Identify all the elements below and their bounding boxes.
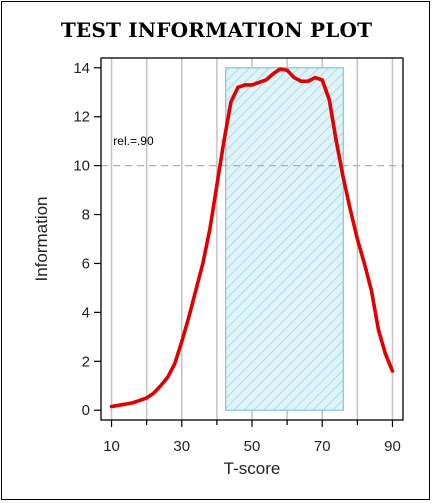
x-tick-label-70: 70 <box>314 438 331 455</box>
x-tick-label-50: 50 <box>244 438 261 455</box>
x-tick-label-30: 30 <box>173 438 190 455</box>
y-axis-label: Information <box>32 196 51 281</box>
y-tick-label-4: 4 <box>82 304 90 321</box>
reference-line-label: rel.=.90 <box>113 134 154 148</box>
y-tick-label-2: 2 <box>82 353 90 370</box>
x-axis-label: T-score <box>224 459 281 478</box>
y-tick-label-10: 10 <box>73 158 90 175</box>
y-tick-label-6: 6 <box>82 255 90 272</box>
y-tick-label-14: 14 <box>73 60 90 77</box>
series-line-0 <box>109 67 395 409</box>
y-tick-label-0: 0 <box>82 402 90 419</box>
y-tick-label-8: 8 <box>82 207 90 224</box>
reliability-region <box>225 67 344 411</box>
x-tick-label-90: 90 <box>384 438 401 455</box>
chart-title: TEST INFORMATION PLOT <box>60 18 373 42</box>
x-tick-label-10: 10 <box>103 438 120 455</box>
y-tick-label-12: 12 <box>73 109 90 126</box>
